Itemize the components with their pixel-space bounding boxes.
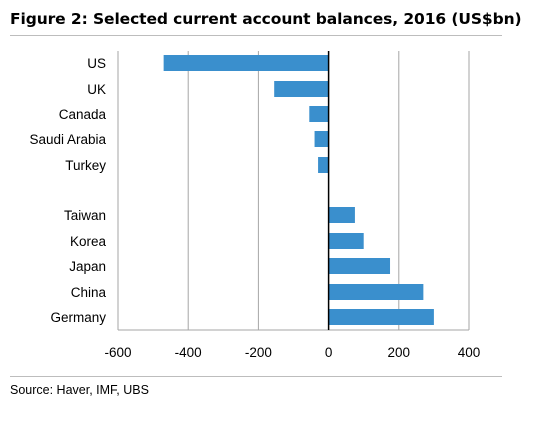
x-tick-label: -400 [175,345,202,360]
category-label: Saudi Arabia [29,132,106,147]
x-tick-label: -600 [104,345,131,360]
x-tick-label: 200 [388,345,411,360]
category-label: Germany [50,310,106,325]
x-tick-label: 0 [325,345,333,360]
category-label: US [87,56,106,71]
source-note: Source: Haver, IMF, UBS [10,383,149,397]
bar-us [163,55,329,71]
bar-canada [309,106,329,122]
x-tick-label: -200 [245,345,272,360]
category-label: China [71,285,107,300]
bar-turkey [318,157,329,173]
category-label: Canada [59,107,107,122]
category-label: Taiwan [64,208,106,223]
x-tick-label: 400 [458,345,481,360]
title-divider [10,35,502,36]
bar-japan [328,258,391,274]
category-label: Turkey [65,158,106,173]
figure-title: Figure 2: Selected current account balan… [10,10,522,28]
bar-taiwan [328,207,355,223]
bar-korea [328,233,364,249]
category-label: Korea [70,234,107,249]
bar-germany [328,309,434,325]
category-label: UK [87,82,106,97]
source-divider [10,376,502,377]
bar-uk [274,81,329,97]
category-label: Japan [69,259,106,274]
bar-china [328,284,424,300]
bar-saudi-arabia [314,131,329,147]
